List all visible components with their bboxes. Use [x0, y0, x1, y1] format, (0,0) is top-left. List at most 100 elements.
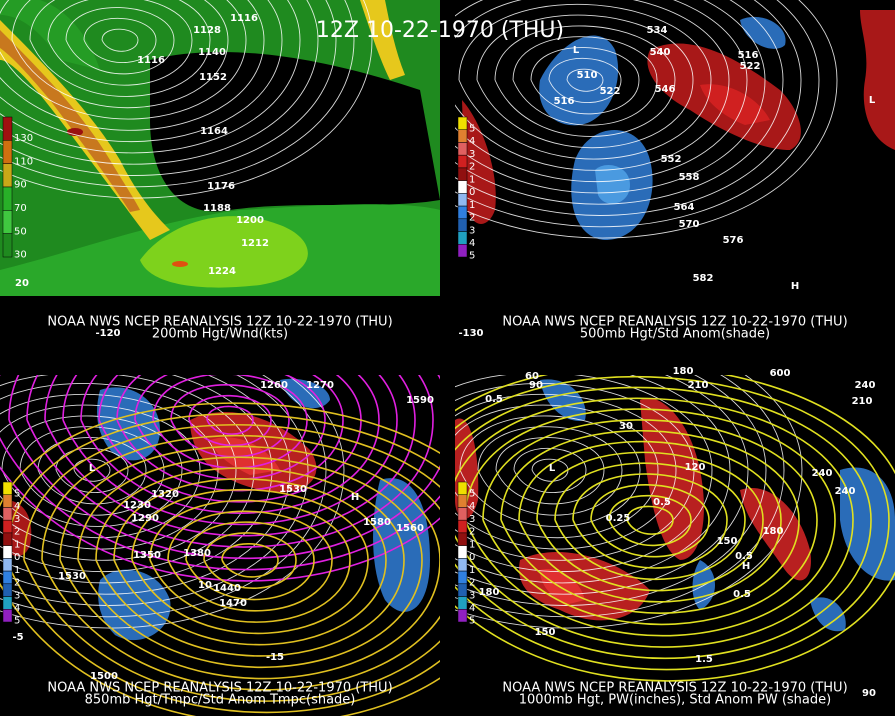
contour-label: 180 [763, 526, 784, 537]
legend-swatch [2, 519, 13, 534]
legend-swatch [457, 244, 468, 258]
contour-line [455, 0, 748, 183]
contour-line [0, 0, 265, 131]
legend-label: 4 [14, 603, 20, 614]
contour-label: 10 [198, 580, 212, 591]
contour-label: L [89, 463, 96, 474]
contour-label: 1440 [213, 583, 241, 594]
contour-line [626, 505, 674, 535]
contour-line [513, 447, 587, 493]
legend-swatch [457, 231, 468, 245]
legend-swatch [457, 218, 468, 232]
contour-label: -5 [12, 632, 23, 643]
contour-line [608, 494, 692, 547]
legend-label: 5 [469, 123, 475, 134]
contour-line [455, 0, 730, 171]
contour-line [0, 0, 373, 199]
contour-label: 90 [862, 688, 876, 699]
wind-shading [0, 0, 440, 296]
contour-line [0, 0, 337, 176]
legend-label: 90 [14, 180, 27, 191]
panel-caption: NOAA NWS NCEP REANALYSIS 12Z 10-22-1970 … [502, 681, 847, 696]
contour-line [455, 386, 872, 660]
contour-label: 1500 [90, 671, 118, 682]
contour-label: 120 [685, 462, 706, 473]
contour-line [455, 375, 713, 573]
contour-label: 1.5 [695, 654, 713, 665]
panel-subtitle: 850mb Hgt/Tmpc/Std Anom Tmpc(shade) [85, 693, 356, 708]
contour-label: 1212 [241, 238, 269, 249]
contour-line [0, 393, 219, 550]
contour-label: -15 [266, 652, 284, 663]
legend-swatch [457, 116, 468, 130]
contour-line [44, 375, 416, 537]
contour-line [23, 423, 440, 702]
contour-line [29, 0, 211, 97]
contour-line [5, 413, 440, 714]
contour-label: 558 [679, 172, 700, 183]
contour-set [455, 375, 895, 682]
legend-swatch [2, 596, 13, 610]
contour-label: 150 [717, 536, 738, 547]
legend-swatch [457, 494, 468, 508]
contour-label: 522 [740, 61, 761, 72]
contour-line [518, 440, 782, 603]
contour-line [455, 0, 766, 194]
contour-line [455, 375, 785, 618]
contour-line [0, 0, 319, 165]
legend-label: 4 [469, 238, 475, 249]
anomaly-shading [5, 378, 430, 641]
legend-swatch [2, 233, 13, 258]
contour-line [455, 375, 890, 671]
contour-label: H [351, 492, 359, 503]
legend-swatch [457, 205, 468, 220]
legend-swatch [2, 507, 13, 521]
contour-line [512, 36, 658, 126]
legend-label: 4 [469, 603, 475, 614]
contour-label: 180 [479, 587, 500, 598]
legend-label: 3 [14, 590, 20, 601]
contour-line [0, 466, 440, 582]
contour-label: 150 [535, 627, 556, 638]
legend-label: 5 [14, 616, 20, 627]
legend-swatch [457, 507, 468, 521]
legend-label: 4 [469, 501, 475, 512]
contour-line [0, 404, 201, 539]
contour-line [455, 375, 731, 584]
contour-line [495, 437, 605, 505]
contour-label: 240 [835, 486, 856, 497]
legend-label: 130 [14, 133, 33, 144]
legend-swatch [2, 609, 13, 623]
contour-label: 1270 [306, 380, 334, 391]
contour-line [455, 397, 854, 648]
contour-line [455, 0, 820, 228]
contour-label: 0.5 [735, 551, 753, 562]
contour-line [477, 426, 623, 516]
contour-line [65, 7, 175, 75]
contour-line [0, 375, 291, 595]
legend-swatch [457, 142, 468, 156]
legend-swatch [457, 154, 468, 169]
contour-line [554, 462, 746, 580]
contour-label: 1560 [396, 523, 424, 534]
contour-label: 1580 [363, 517, 391, 528]
legend-label: 0 [14, 552, 20, 563]
contour-label: 540 [650, 47, 671, 58]
contour-label: 1200 [236, 215, 264, 226]
contour-label: L [869, 95, 876, 106]
contour-label: 1128 [193, 25, 221, 36]
legend-label: 0 [469, 552, 475, 563]
legend-swatch [2, 558, 13, 572]
contour-line [530, 47, 640, 115]
legend-swatch [2, 140, 13, 164]
legend-swatch [457, 532, 468, 546]
contour-line [0, 375, 440, 571]
contour-label: L [573, 45, 580, 56]
contour-line [494, 25, 676, 137]
legend-label: 1 [469, 174, 475, 185]
contour-label: 1116 [230, 13, 258, 24]
contour-label: 90 [529, 380, 543, 391]
contour-line [1, 415, 183, 527]
contour-label: 210 [688, 380, 709, 391]
